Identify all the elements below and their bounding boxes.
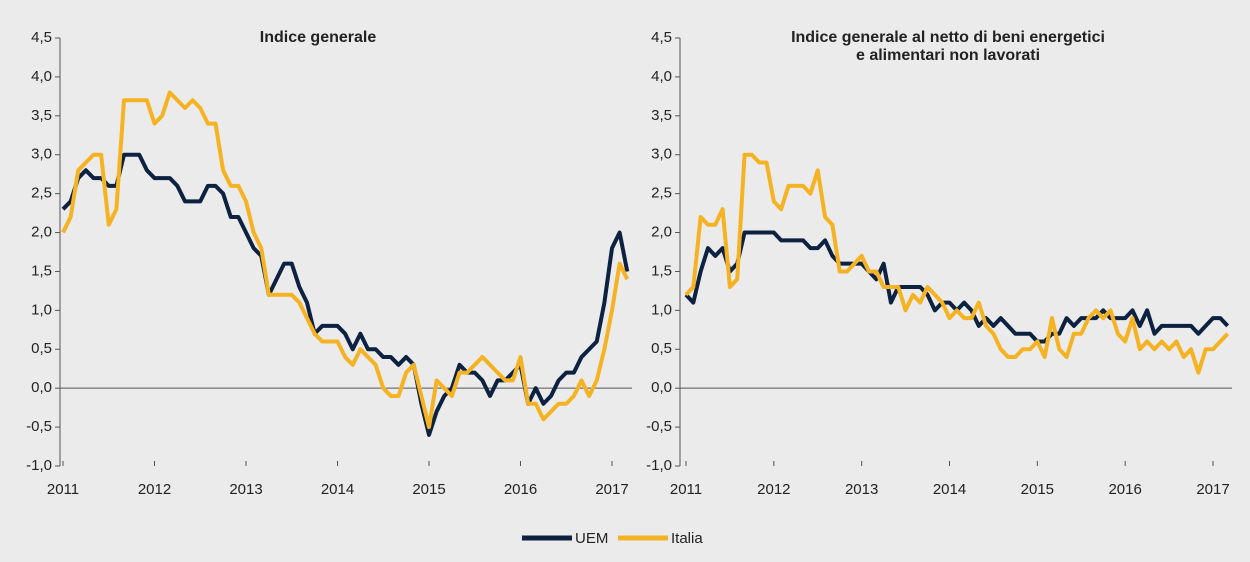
series-line <box>61 90 630 430</box>
x-tick-label: 2016 <box>1108 481 1141 498</box>
x-tick-label: 2014 <box>933 481 966 498</box>
y-tick-label: 3,0 <box>31 146 52 163</box>
y-tick-label: 1,5 <box>651 262 672 279</box>
y-tick-label: 2,5 <box>31 185 52 202</box>
x-tick-label: 2012 <box>138 481 171 498</box>
y-tick-label: 4,5 <box>651 29 672 46</box>
series-line <box>61 152 630 437</box>
x-tick-label: 2014 <box>321 481 354 498</box>
y-tick-label: 2,0 <box>651 224 672 241</box>
chart-title: Indice generale al netto di beni energet… <box>791 29 1105 46</box>
x-tick-label: 2016 <box>504 481 537 498</box>
y-tick-label: -1,0 <box>646 457 672 474</box>
y-tick-label: 1,0 <box>31 301 52 318</box>
x-tick-label: 2013 <box>845 481 878 498</box>
y-tick-label: 3,0 <box>651 146 672 163</box>
x-tick-label: 2011 <box>670 481 702 498</box>
y-tick-label: 4,5 <box>31 29 52 46</box>
y-tick-label: 2,0 <box>31 224 52 241</box>
y-tick-label: 0,5 <box>651 340 672 357</box>
y-tick-label: 3,5 <box>31 107 52 124</box>
legend-label: UEM <box>575 530 608 547</box>
x-tick-label: 2017 <box>595 481 628 498</box>
x-tick-label: 2011 <box>47 481 79 498</box>
y-tick-label: -1,0 <box>26 457 52 474</box>
x-tick-label: 2015 <box>412 481 445 498</box>
series-line <box>684 230 1230 344</box>
y-tick-label: -0,5 <box>26 418 52 435</box>
x-tick-label: 2017 <box>1196 481 1229 498</box>
x-tick-label: 2015 <box>1021 481 1054 498</box>
chart-title: e alimentari non lavorati <box>856 47 1040 64</box>
y-tick-label: 0,5 <box>31 340 52 357</box>
y-tick-label: 1,0 <box>651 301 672 318</box>
y-tick-label: -0,5 <box>646 418 672 435</box>
y-tick-label: 2,5 <box>651 185 672 202</box>
x-tick-label: 2013 <box>229 481 262 498</box>
y-tick-label: 4,0 <box>31 68 52 85</box>
y-tick-label: 4,0 <box>651 68 672 85</box>
chart-title: Indice generale <box>260 29 377 46</box>
y-tick-label: 3,5 <box>651 107 672 124</box>
y-tick-label: 0,0 <box>31 379 52 396</box>
y-tick-label: 1,5 <box>31 262 52 279</box>
legend-label: Italia <box>671 530 703 547</box>
y-tick-label: 0,0 <box>651 379 672 396</box>
series-line <box>684 152 1230 375</box>
x-tick-label: 2012 <box>757 481 790 498</box>
